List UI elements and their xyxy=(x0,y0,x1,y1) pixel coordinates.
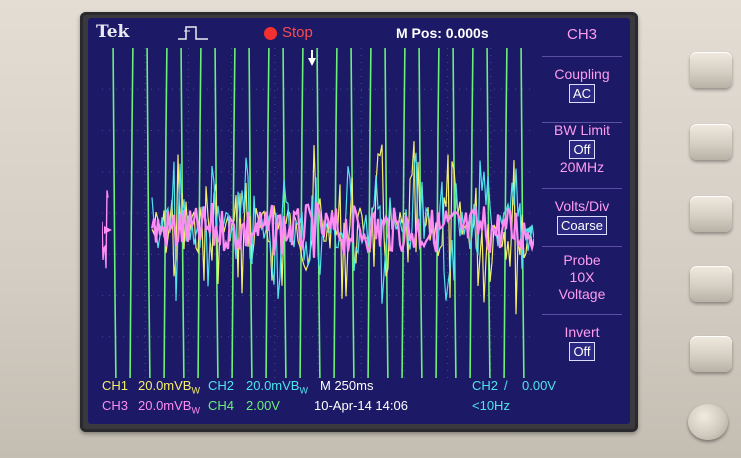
trigger-source: CH2 xyxy=(472,378,499,393)
ch1-scale-value: 20.0mVB xyxy=(138,378,192,393)
ch2-bw-flag: W xyxy=(299,385,308,396)
ch3-pretrigger-segment xyxy=(102,190,109,269)
menu-button-1[interactable] xyxy=(690,52,732,88)
ch4-label: CH4 xyxy=(208,398,235,413)
bw-limit-value: Off xyxy=(569,140,595,159)
menu-divider xyxy=(542,314,622,315)
menu-divider xyxy=(542,56,622,57)
menu-divider xyxy=(542,188,622,189)
volts-div-label: Volts/Div xyxy=(554,198,610,214)
invert-value: Off xyxy=(569,342,595,361)
probe-option[interactable]: Probe 10X Voltage xyxy=(534,252,630,303)
volts-div-value: Coarse xyxy=(557,216,607,235)
ch4-trace xyxy=(112,48,525,378)
invert-label: Invert xyxy=(564,324,600,340)
probe-attenuation: 10X xyxy=(569,269,595,285)
bw-limit-label: BW Limit xyxy=(554,122,610,138)
volts-div-option[interactable]: Volts/Div Coarse xyxy=(534,198,630,235)
scope-header: Tek Stop M Pos: 0.000s xyxy=(88,18,630,48)
menu-channel-title: CH3 xyxy=(566,26,597,43)
status-bar: CH1 20.0mVBW CH2 20.0mVBW M 250ms CH2 / … xyxy=(88,376,630,424)
ch4-scale: 2.00V xyxy=(246,398,280,413)
probe-label: Probe xyxy=(563,252,601,268)
bw-limit-option[interactable]: BW Limit Off 20MHz xyxy=(534,122,630,176)
ch1-bw-flag: W xyxy=(191,385,200,396)
trigger-position-marker xyxy=(308,58,316,66)
ch2-label: CH2 xyxy=(208,378,235,393)
menu-divider xyxy=(542,122,622,123)
menu-button-5[interactable] xyxy=(690,336,732,372)
ch3-scale-value: 20.0mVB xyxy=(138,398,192,413)
scope-screen: Tek Stop M Pos: 0.000s CH3 Coupling AC B… xyxy=(88,18,630,424)
ch1-scale: 20.0mVBW xyxy=(138,378,200,396)
date-time: 10-Apr-14 14:06 xyxy=(314,398,408,413)
run-state: Stop xyxy=(282,24,313,41)
ch3-ground-marker xyxy=(104,226,112,234)
menu-divider xyxy=(542,246,622,247)
ch2-scale-value: 20.0mVB xyxy=(246,378,300,393)
ch1-label: CH1 xyxy=(102,378,129,393)
ch3-scale: 20.0mVBW xyxy=(138,398,200,416)
timebase: M 250ms xyxy=(320,378,374,393)
coupling-value: AC xyxy=(568,84,596,103)
coupling-option[interactable]: Coupling AC xyxy=(534,66,630,103)
ch3-trace xyxy=(150,201,534,258)
stop-indicator-icon xyxy=(264,27,277,40)
menu-button-4[interactable] xyxy=(690,266,732,302)
trigger-level-marker xyxy=(524,226,532,234)
pulse-icon xyxy=(178,26,208,40)
menu-button-2[interactable] xyxy=(690,124,732,160)
menu-button-3[interactable] xyxy=(690,196,732,232)
ch3-label: CH3 xyxy=(102,398,129,413)
ch3-bw-flag: W xyxy=(191,405,200,416)
ch2-scale: 20.0mVBW xyxy=(246,378,308,396)
invert-option[interactable]: Invert Off xyxy=(534,324,630,361)
bw-limit-frequency: 20MHz xyxy=(559,159,605,175)
waveform-display xyxy=(102,48,534,378)
brand-logo: Tek xyxy=(96,22,130,42)
probe-type: Voltage xyxy=(558,286,606,302)
horizontal-position: M Pos: 0.000s xyxy=(396,25,489,41)
trigger-slope-icon: / xyxy=(504,378,508,393)
coupling-label: Coupling xyxy=(554,66,610,82)
multipurpose-knob[interactable] xyxy=(688,404,728,440)
trigger-frequency: <10Hz xyxy=(472,398,510,413)
trigger-level: 0.00V xyxy=(522,378,556,393)
side-menu: CH3 Coupling AC BW Limit Off 20MHz Volts… xyxy=(534,18,630,382)
